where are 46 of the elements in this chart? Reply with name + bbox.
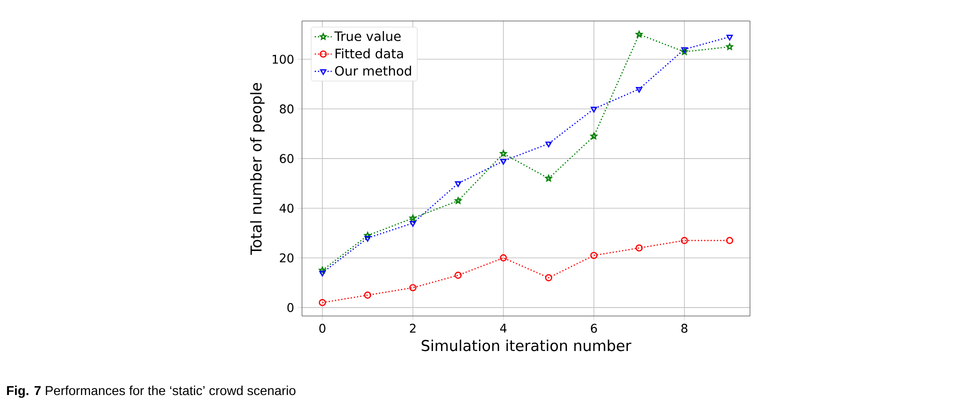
y-tick-label: 100 bbox=[272, 54, 294, 64]
x-tick-label: 6 bbox=[590, 324, 597, 333]
text: Fig. 7 Performances for the ‘static’ crowd scenario bbox=[7, 386, 296, 398]
legend-label: True value bbox=[334, 31, 401, 42]
legend-label: Fitted data bbox=[336, 48, 403, 58]
point bbox=[726, 34, 733, 40]
y-tick-label: 40 bbox=[280, 204, 294, 213]
point bbox=[545, 174, 552, 182]
y-axis-title: Total number of people bbox=[250, 83, 265, 255]
point bbox=[409, 214, 416, 222]
x-tick-label: 4 bbox=[500, 324, 507, 332]
point bbox=[318, 299, 326, 306]
point bbox=[726, 236, 734, 244]
point bbox=[681, 47, 688, 53]
point bbox=[680, 236, 688, 244]
y-tick-label: 60 bbox=[280, 154, 294, 164]
point bbox=[590, 252, 598, 259]
x-axis-title: Simulation iteration number bbox=[422, 340, 632, 352]
point bbox=[726, 43, 734, 50]
x-tick-label: 8 bbox=[681, 324, 688, 333]
point bbox=[636, 86, 642, 93]
point bbox=[364, 232, 372, 239]
point bbox=[409, 284, 416, 292]
point bbox=[500, 254, 507, 262]
point bbox=[545, 274, 552, 282]
point bbox=[500, 150, 507, 157]
x-tick-label: 0 bbox=[319, 324, 326, 333]
point bbox=[590, 132, 598, 140]
y-tick-label: 0 bbox=[287, 303, 294, 312]
point bbox=[454, 272, 462, 279]
point bbox=[319, 270, 326, 276]
point bbox=[318, 266, 326, 274]
point bbox=[590, 106, 598, 112]
point bbox=[500, 158, 507, 165]
point bbox=[636, 30, 643, 38]
point bbox=[364, 292, 372, 299]
point bbox=[545, 142, 552, 148]
point bbox=[454, 197, 462, 204]
y-tick-label: 20 bbox=[280, 253, 294, 262]
point bbox=[364, 236, 371, 242]
legend-label: Our method bbox=[335, 66, 412, 76]
point bbox=[410, 221, 416, 227]
x-tick-label: 2 bbox=[410, 324, 416, 333]
point bbox=[636, 244, 643, 252]
y-tick-label: 80 bbox=[280, 104, 294, 114]
point bbox=[454, 181, 462, 187]
